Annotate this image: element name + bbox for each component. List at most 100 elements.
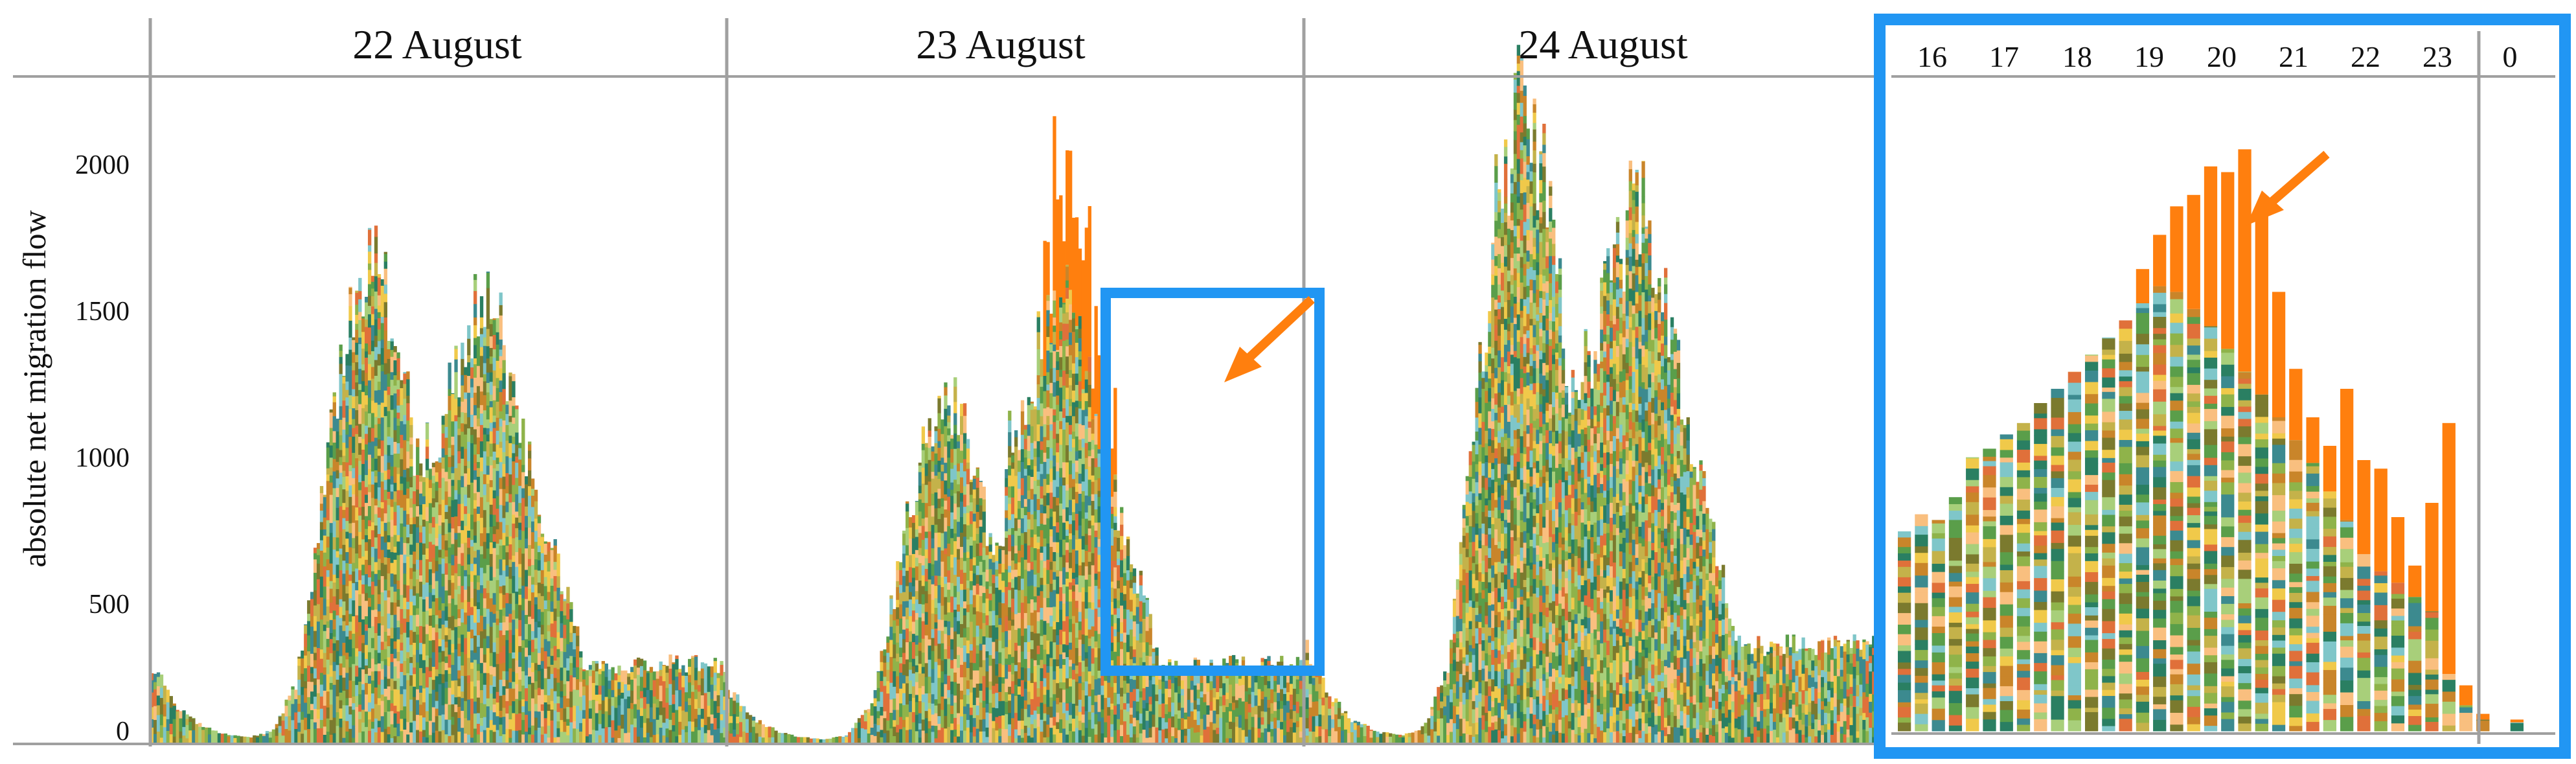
main-bar-day1-93-segment-20	[448, 485, 451, 497]
main-bar-day2-61-segment-19	[921, 518, 926, 526]
main-bar-day1-109-segment-13	[499, 586, 503, 594]
main-bar-day2-104-segment-16	[1059, 527, 1063, 540]
main-bar-day1-110-segment-21	[502, 489, 506, 506]
main-bar-day1-42-segment-0	[284, 728, 288, 745]
main-bar-day2-107-segment-9	[1068, 642, 1073, 650]
main-bar-day1-74-segment-30	[387, 426, 391, 437]
main-bar-day1-65-segment-10	[358, 605, 362, 623]
main-bar-day1-99-segment-16	[467, 554, 471, 565]
main-bar-day2-97-segment-34	[1036, 332, 1040, 349]
main-bar-day1-16-segment-0	[201, 729, 205, 745]
main-bar-day1-112-segment-6	[508, 667, 512, 683]
main-bar-day1-107-segment-31	[492, 415, 496, 423]
main-bar-day2-71-segment-9	[953, 631, 957, 643]
main-bar-day1-53-segment-6	[319, 658, 324, 673]
main-bar-day1-97-segment-3	[461, 691, 464, 699]
main-bar-day2-95-segment-10	[1030, 625, 1034, 632]
main-bar-day2-68-segment-7	[944, 633, 948, 649]
main-bar-day1-77-segment-14	[396, 580, 400, 590]
main-bar-day1-97-segment-6	[461, 651, 464, 666]
main-bar-day2-79-segment-0	[979, 731, 983, 745]
main-bar-day1-50-segment-9	[310, 638, 314, 654]
main-bar-day1-108-segment-21	[496, 470, 499, 480]
main-bar-day2-78-segment-12	[975, 583, 980, 595]
main-bar-day1-94-segment-7	[451, 652, 455, 666]
main-bar-day1-128-segment-8	[560, 637, 564, 652]
main-bar-day2-52-segment-5	[893, 686, 896, 699]
main-bar-day1-160-segment-0	[662, 735, 666, 745]
main-bar-day2-71-segment-21	[953, 492, 957, 504]
main-bar-day2-100-segment-0	[1046, 737, 1050, 745]
main-bar-day1-73-segment-6	[383, 658, 388, 666]
main-bar-day2-72-segment-11	[957, 604, 961, 612]
main-bar-day2-109-segment-12	[1075, 584, 1079, 601]
main-bar-day2-112-segment-21	[1084, 457, 1089, 470]
main-bar-day1-67-segment-39	[365, 319, 369, 327]
main-bar-day1-95-segment-13	[454, 564, 458, 573]
main-bar-day1-112-segment-32	[508, 372, 512, 376]
main-bar-day2-91-segment-4	[1017, 686, 1021, 695]
main-bar-day2-52-segment-10	[893, 619, 896, 634]
main-bar-day2-90-segment-6	[1014, 664, 1018, 671]
main-bar-day2-110-segment-32	[1078, 359, 1082, 367]
main-bar-day2-115-segment-highlight	[1094, 306, 1098, 414]
main-bar-day1-47-segment-3	[301, 694, 304, 712]
main-bar-day1-154-segment-7	[643, 660, 647, 664]
main-bar-day1-64-segment-27	[355, 395, 359, 410]
main-bar-day1-129-segment-7	[563, 638, 567, 653]
main-bar-day1-80-segment-14	[406, 556, 410, 573]
main-bar-day2-72-segment-12	[957, 591, 961, 605]
main-bar-day2-70-segment-3	[950, 705, 954, 715]
main-bar-day2-110-segment-3	[1078, 699, 1082, 712]
main-bar-day1-59-segment-26	[339, 450, 343, 457]
main-bar-day1-76-segment-2	[393, 713, 397, 728]
main-bar-day2-75-segment-24	[966, 462, 970, 469]
main-bar-day1-87-segment-18	[428, 522, 433, 534]
main-bar-day1-101-segment-15	[473, 542, 477, 551]
main-bar-day1-99-segment-23	[467, 468, 471, 485]
main-bar-day1-57-segment-28	[332, 396, 336, 402]
main-bar-day1-150-segment-7	[630, 667, 634, 673]
main-bar-day2-116-segment-highlight	[1097, 355, 1101, 450]
main-bar-day1-95-segment-3	[454, 697, 458, 705]
main-bar-day1-81-segment-12	[409, 588, 413, 602]
main-bar-day2-51-segment-0	[889, 728, 893, 745]
main-bar-day2-98-segment-2	[1040, 702, 1043, 720]
main-bar-day2-75-segment-10	[966, 612, 970, 627]
main-bar-day1-65-segment-12	[358, 579, 362, 595]
main-bar-day1-67-segment-16	[365, 550, 369, 560]
main-bar-day2-101-segment-19	[1049, 529, 1053, 537]
main-bar-day1-88-segment-12	[431, 588, 436, 596]
main-bar-day2-34-segment-0	[835, 737, 839, 745]
main-bar-day1-104-segment-29	[483, 373, 487, 382]
main-bar-day2-65-segment-9	[934, 628, 938, 646]
main-bar-day1-87-segment-3	[428, 693, 433, 708]
main-bar-day2-94-segment-29	[1027, 397, 1031, 406]
main-bar-day1-121-segment-13	[537, 570, 541, 583]
main-bar-day1-93-segment-16	[448, 532, 451, 539]
main-bar-day2-63-segment-11	[928, 608, 931, 623]
main-bar-day2-61-segment-20	[921, 502, 926, 519]
main-bar-day2-71-segment-6	[953, 672, 957, 682]
main-bar-day1-57-segment-12	[332, 596, 336, 611]
main-bar-day1-121-segment-1	[537, 711, 541, 728]
main-bar-day1-109-segment-11	[499, 609, 503, 623]
main-bar-day2-71-segment-13	[953, 585, 957, 597]
main-bar-day1-53-segment-4	[319, 684, 324, 697]
main-bar-day1-123-segment-6	[543, 651, 548, 669]
main-bar-day1-93-segment-21	[448, 478, 451, 485]
main-bar-day1-64-segment-12	[355, 590, 359, 599]
main-bar-day1-79-segment-15	[403, 554, 407, 563]
main-bar-day1-65-segment-1	[358, 719, 362, 733]
main-bar-day2-75-segment-6	[966, 667, 970, 681]
main-bar-day1-65-segment-29	[358, 389, 362, 404]
main-bar-day1-103-segment-21	[479, 470, 484, 481]
main-bar-day2-64-segment-13	[931, 584, 935, 600]
main-bar-day2-71-segment-24	[953, 448, 957, 465]
main-bar-day1-122-segment-11	[540, 611, 545, 625]
main-bar-day2-108-segment-17	[1071, 549, 1076, 564]
main-bar-day2-99-segment-17	[1043, 538, 1047, 547]
main-bar-day2-113-segment-11	[1088, 608, 1091, 621]
main-bar-day1-93-segment-19	[448, 496, 451, 507]
main-bar-day2-92-segment-22	[1020, 448, 1025, 462]
